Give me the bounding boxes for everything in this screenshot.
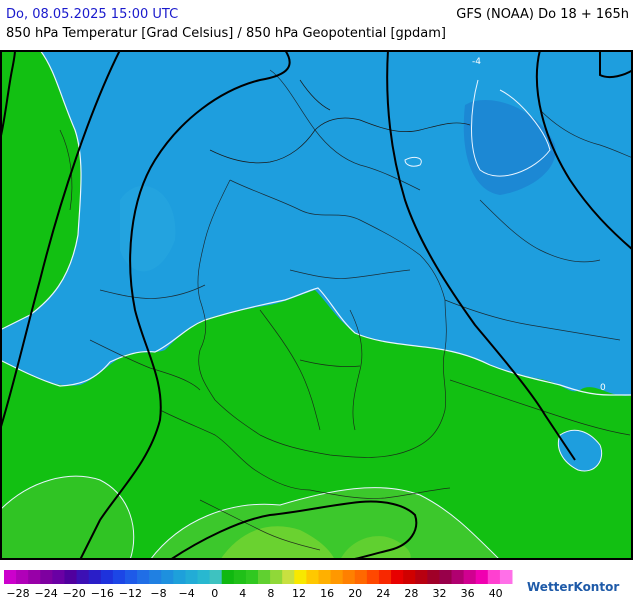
isotherm-minus4 [471, 79, 551, 177]
colorbar-tick-label: −4 [178, 587, 194, 600]
colorbar-tick-label: 0 [211, 587, 218, 600]
colorbar-tick-labels: −28 −24 −20 −16 −12 −8 −4 0 4 8 12 16 20 24 28 32 36 40 [6, 587, 502, 600]
colorbar-swatch [366, 570, 380, 584]
colorbar-swatch [403, 570, 416, 584]
colorbar-swatch [354, 570, 368, 584]
colorbar-swatch [221, 570, 235, 584]
colorbar-swatch [185, 570, 199, 584]
colorbar-swatch [270, 570, 283, 584]
warmer-region [0, 476, 134, 560]
colorbar-swatch [100, 570, 114, 584]
isotherm-0 [0, 287, 633, 396]
colorbar-tick-label: −12 [119, 587, 142, 600]
colorbar-swatch [16, 570, 29, 584]
colorbar-swatch [451, 570, 465, 584]
colorbar-swatch [439, 570, 453, 584]
colorbar-swatch [124, 570, 138, 584]
colorbar-tick-label: −20 [63, 587, 86, 600]
colorbar-tick-label: 8 [267, 587, 274, 600]
colorbar-tick-label: 16 [320, 587, 334, 600]
warmest-region [220, 526, 335, 560]
colorbar-swatch [209, 570, 223, 584]
colorbar-swatch [294, 570, 307, 584]
warm-region [0, 290, 633, 560]
weather-map: -4 0 [0, 50, 633, 560]
colorbar-swatch [112, 570, 126, 584]
colorbar-swatch [487, 570, 501, 584]
warmest-region [340, 536, 411, 560]
isotherm-label-0: 0 [600, 383, 606, 393]
colorbar-swatch [391, 570, 404, 584]
colorbar-swatch [378, 570, 392, 584]
coastline [209, 79, 471, 164]
colorbar-swatch [28, 570, 41, 584]
geopotential-lines [0, 50, 633, 560]
isotherm-label-minus4: -4 [472, 57, 481, 67]
colorbar-swatch [161, 570, 174, 584]
colorbar-swatch [427, 570, 440, 584]
model-run-label: GFS (NOAA) Do 18 + 165h [456, 7, 629, 22]
colorbar-swatch [76, 570, 90, 584]
colorbar-swatch [64, 570, 78, 584]
map-subtitle: 850 hPa Temperatur [Grad Celsius] / 850 … [6, 26, 447, 41]
colorbar-swatch [318, 570, 332, 584]
colorbar-tick-label: 4 [239, 587, 246, 600]
colorbar-swatch [197, 570, 211, 584]
colorbar-swatches [4, 570, 513, 584]
cold-region [557, 429, 602, 472]
colorbar-swatch [258, 570, 271, 584]
colorbar-swatch [245, 570, 259, 584]
isotherm-minus4 [404, 157, 422, 167]
colorbar-swatch [306, 570, 319, 584]
colorbar-tick-label: 36 [461, 587, 475, 600]
colorbar-tick-label: 20 [348, 587, 362, 600]
colorbar-swatch [342, 570, 356, 584]
isotherm-0 [0, 50, 82, 331]
forecast-datetime: Do, 08.05.2025 15:00 UTC [6, 7, 179, 22]
warm-region [0, 50, 82, 330]
colorbar-swatch [52, 570, 65, 584]
colorbar-swatch [233, 570, 247, 584]
colorbar-swatch [88, 570, 102, 584]
isotherm-4 [149, 487, 501, 560]
colorbar-swatch [415, 570, 428, 584]
colder-region [463, 99, 556, 195]
colorbar-tick-label: −8 [150, 587, 166, 600]
colorbar-tick-label: −16 [91, 587, 114, 600]
wetterkontor-logo: WetterKontor [527, 580, 620, 594]
borders [59, 69, 633, 551]
colorbar-tick-label: 40 [489, 587, 503, 600]
cool-region [120, 185, 176, 272]
colorbar-swatch [499, 570, 513, 584]
colorbar-tick-label: 12 [292, 587, 306, 600]
colorbar-tick-label: 32 [433, 587, 447, 600]
colorbar-swatch [282, 570, 295, 584]
colorbar-tick-label: −24 [34, 587, 57, 600]
colorbar-tick-label: 28 [404, 587, 418, 600]
map-frame [0, 50, 633, 560]
colorbar-swatch [40, 570, 53, 584]
colorbar: −28 −24 −20 −16 −12 −8 −4 0 4 8 12 16 20 24 28 32 36 40 [4, 570, 513, 600]
colorbar-swatch [149, 570, 162, 584]
colorbar-swatch [330, 570, 344, 584]
colorbar-swatch [4, 570, 17, 584]
colorbar-swatch [137, 570, 150, 584]
colorbar-swatch [463, 570, 477, 584]
colorbar-tick-label: 24 [376, 587, 390, 600]
colorbar-swatch [173, 570, 186, 584]
colorbar-tick-label: −28 [6, 587, 29, 600]
colorbar-swatch [475, 570, 489, 584]
isotherm-4 [0, 475, 135, 560]
